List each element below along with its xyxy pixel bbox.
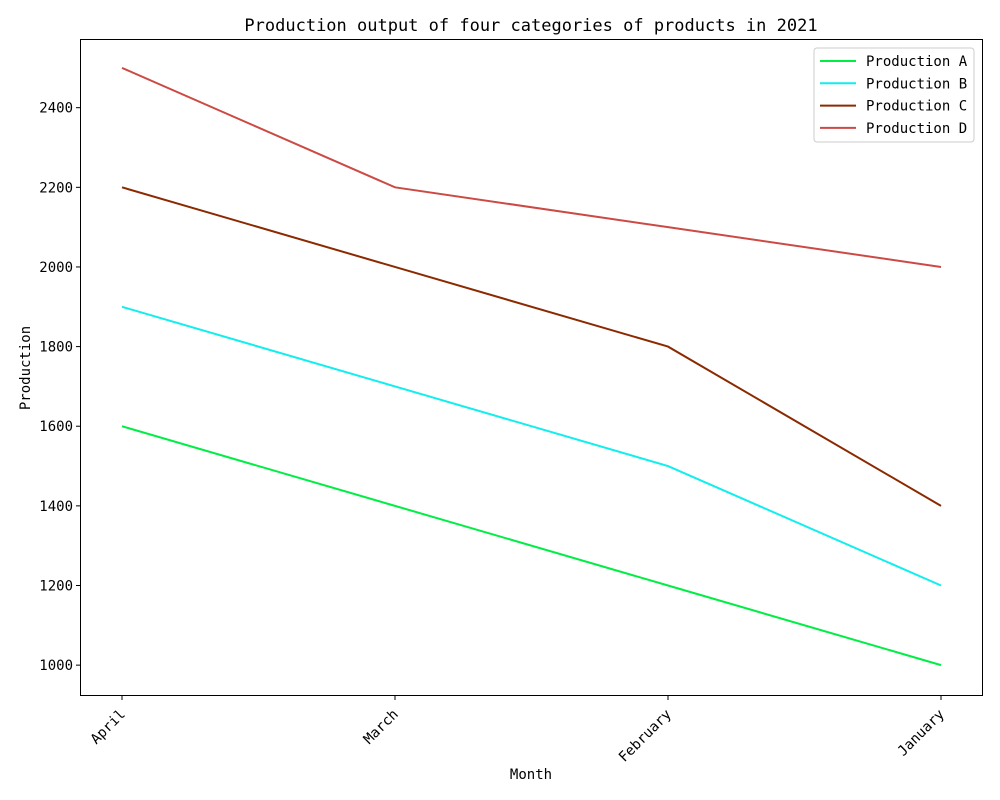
series-lines: [121, 66, 942, 667]
series-line-production-d: [121, 66, 942, 268]
series-line-production-b: [121, 305, 942, 587]
y-tick-label: 1800: [39, 340, 73, 356]
y-tick-label: 2200: [39, 180, 73, 196]
x-tick-label: February: [616, 707, 675, 766]
x-axis: April March February January: [88, 695, 948, 766]
x-axis-label: Month: [510, 767, 552, 783]
y-tick-label: 1400: [39, 499, 73, 515]
y-axis: 1000 1200 1400 1600 1800 2000 2200 2400: [39, 101, 81, 674]
legend-label: Production D: [866, 121, 967, 137]
x-tick-label: March: [361, 707, 402, 748]
plot-area: [80, 39, 983, 696]
x-tick-label: April: [88, 707, 129, 748]
legend-box: [813, 47, 975, 143]
y-tick-label: 1200: [39, 579, 73, 595]
y-tick-label: 1000: [39, 658, 73, 674]
series-line-production-c: [121, 186, 942, 507]
y-tick-label: 2000: [39, 260, 73, 276]
y-tick-label: 2400: [39, 101, 73, 117]
legend-label: Production A: [866, 54, 968, 70]
chart-title: Production output of four categories of …: [244, 16, 817, 36]
legend: Production A Production B Production C Prod…: [813, 47, 975, 143]
x-tick-label: January: [895, 707, 948, 760]
y-axis-label: Production: [18, 326, 34, 410]
legend-label: Production C: [866, 99, 967, 115]
series-line-production-a: [121, 425, 942, 667]
y-tick-label: 1600: [39, 419, 73, 435]
legend-label: Production B: [866, 76, 967, 92]
